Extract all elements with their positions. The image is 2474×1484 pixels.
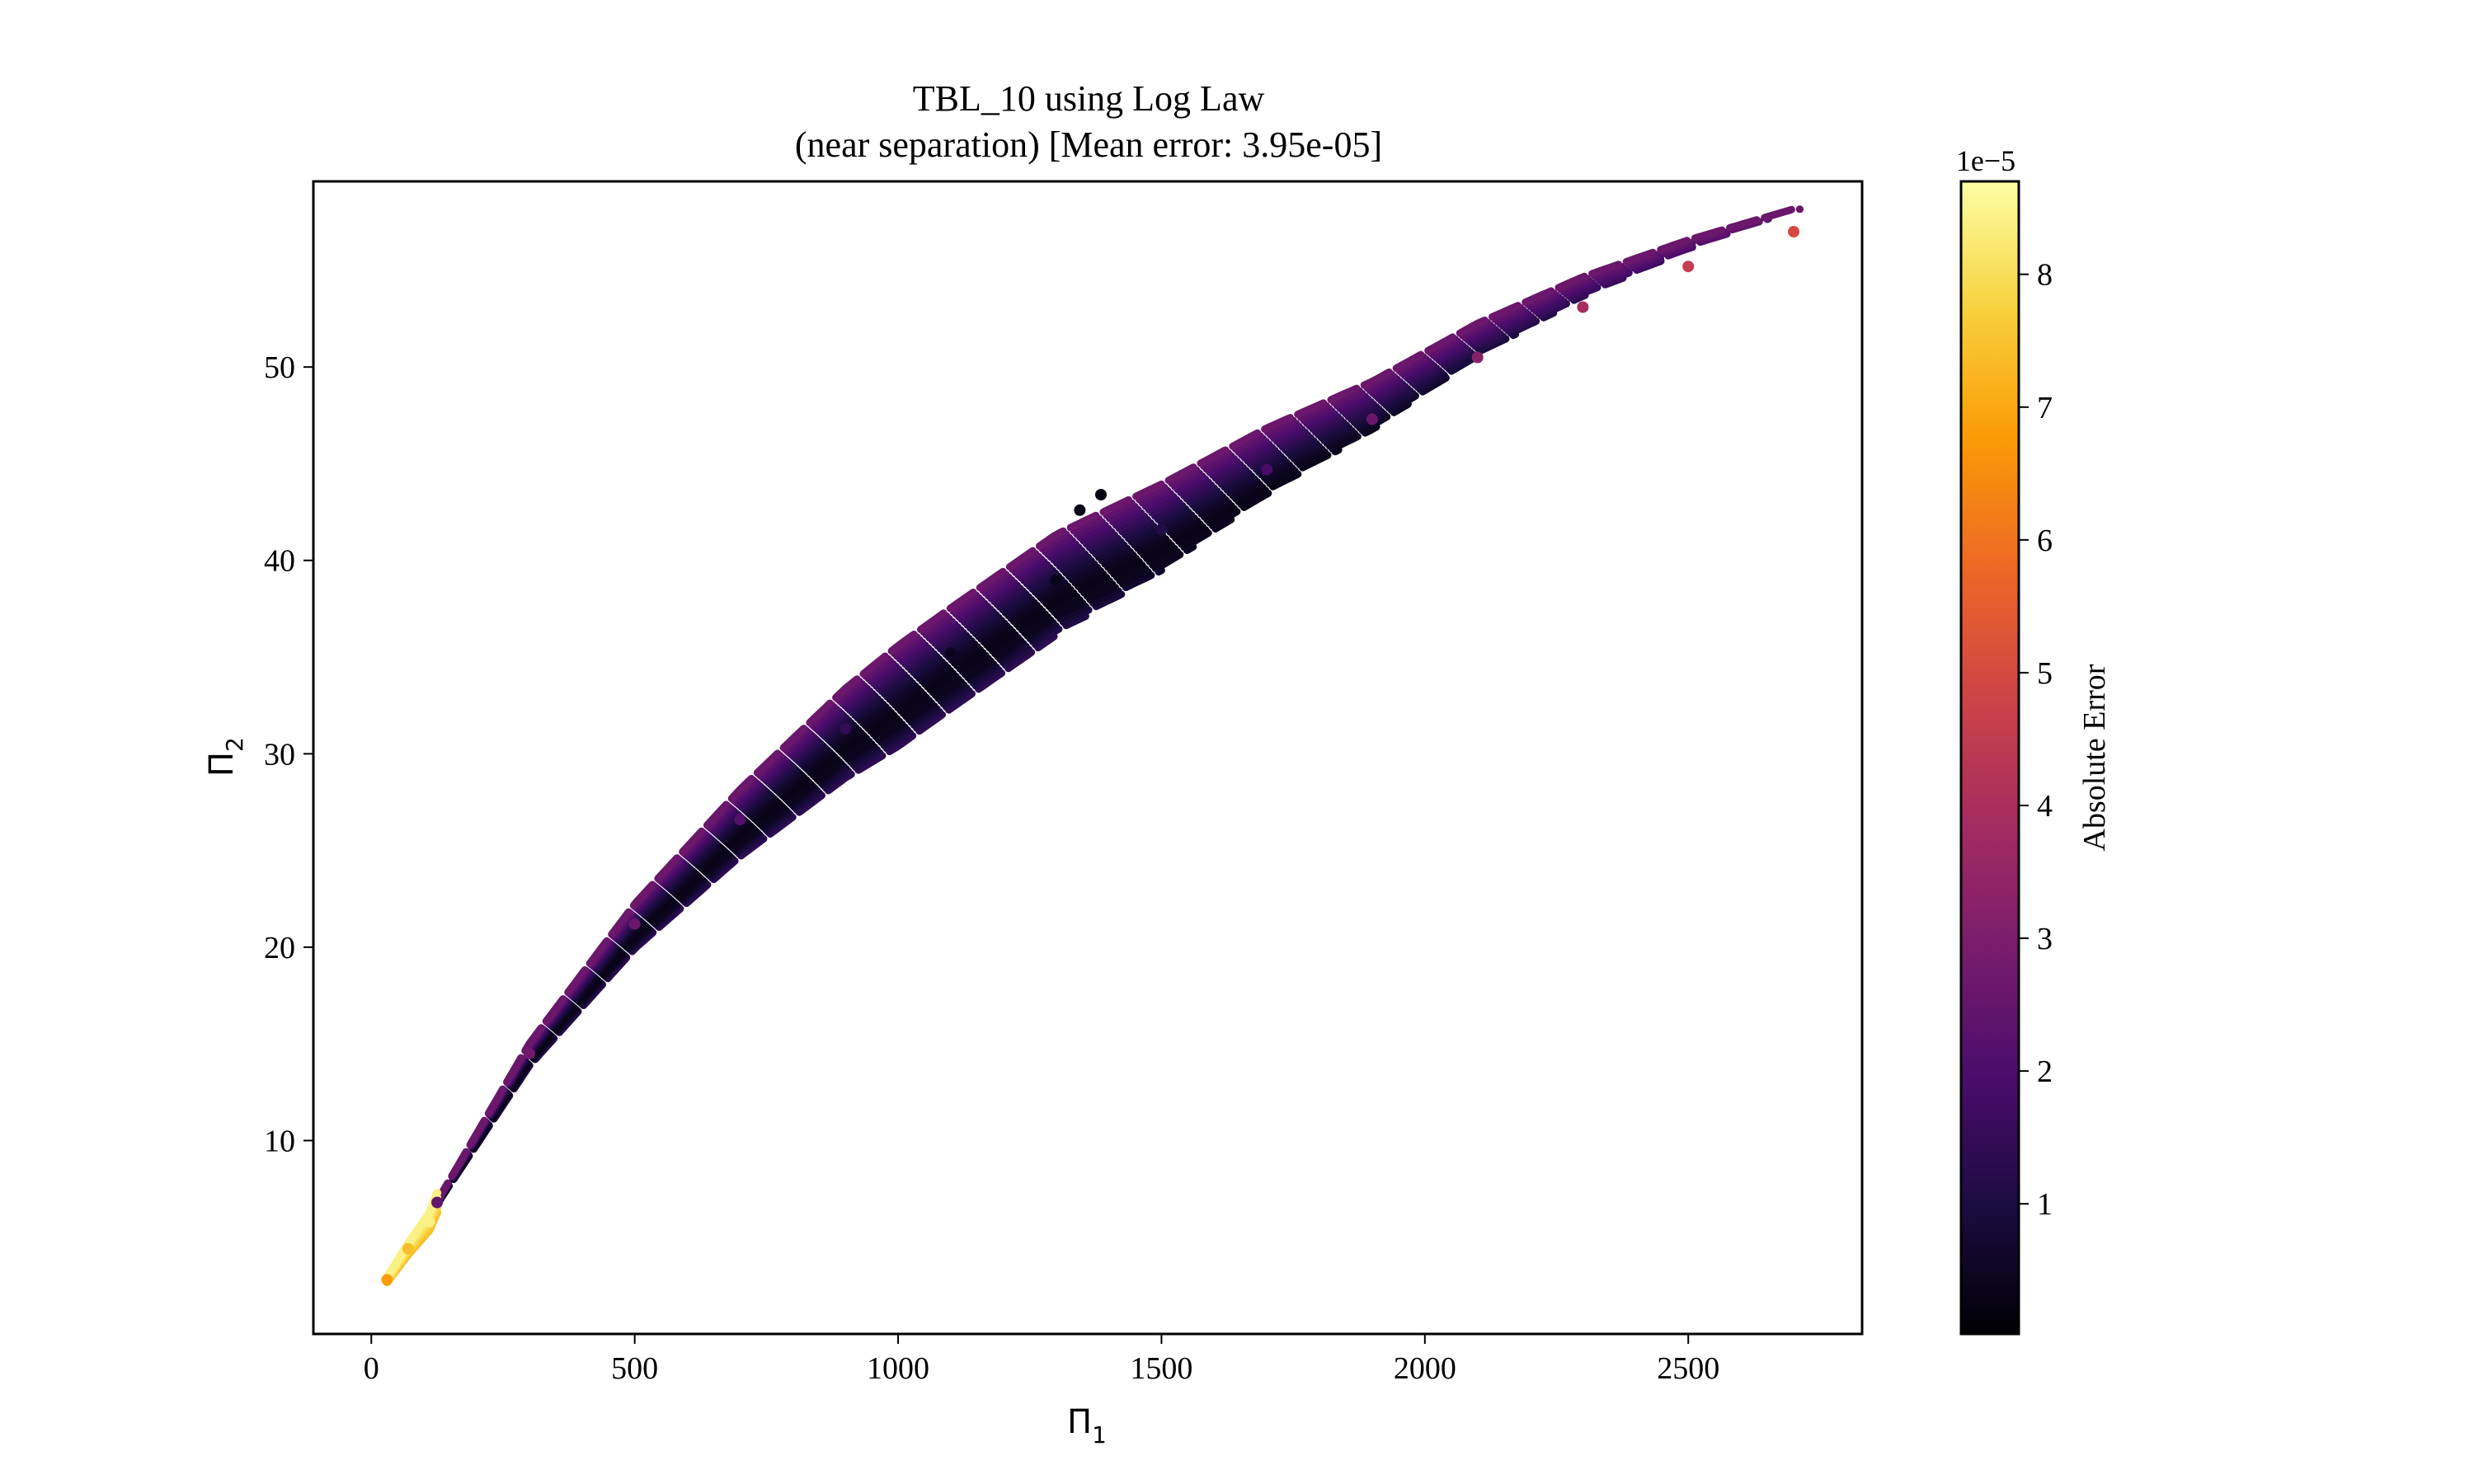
- data-band-trace: [430, 257, 1665, 1213]
- chart-title-line2: (near separation) [Mean error: 3.95e-05]: [795, 124, 1382, 165]
- colorbar-tick-label: 4: [2037, 789, 2053, 824]
- data-bands: [383, 204, 1804, 1287]
- x-axis: 0 500 1000 1500 2000 2500: [364, 1334, 1719, 1386]
- data-point: [423, 1216, 435, 1228]
- data-band-trace: [430, 423, 1380, 1214]
- plot-area: [381, 204, 1804, 1287]
- x-tick-label: 1000: [867, 1351, 929, 1386]
- data-point: [840, 722, 852, 735]
- colorbar-tick-label: 5: [2037, 656, 2053, 691]
- x-tick-label: 2500: [1657, 1351, 1719, 1386]
- colorbar-frame: [1959, 180, 2020, 1336]
- colorbar-multiplier: 1e−5: [1956, 144, 2015, 177]
- y-tick-label: 30: [264, 737, 295, 772]
- x-tick-label: 500: [611, 1351, 658, 1386]
- y-tick-label: 20: [264, 931, 295, 965]
- y-tick-label: 10: [264, 1124, 295, 1158]
- data-point: [1471, 351, 1484, 364]
- colorbar-gradient: [1961, 181, 2019, 1334]
- x-tick-label: 1500: [1130, 1351, 1192, 1386]
- colorbar: 1 2 3 4 5 6 7 8 1e−5 Absolute Error: [1956, 144, 2112, 1336]
- data-point: [1095, 489, 1107, 500]
- data-points: [381, 226, 1799, 1286]
- data-band-trace: [430, 352, 1482, 1213]
- colorbar-tick-label: 6: [2037, 524, 2053, 558]
- data-band-trace: [430, 589, 1127, 1214]
- data-band-trace: [430, 446, 1343, 1214]
- y-axis-label: Π2: [203, 737, 248, 777]
- data-band-trace: [430, 309, 1558, 1213]
- data-band-trace: [430, 489, 1273, 1214]
- data-band-trace: [430, 542, 1197, 1214]
- colorbar-tick-label: 1: [2037, 1187, 2053, 1222]
- data-point: [1366, 413, 1378, 425]
- y-axis: 10 20 30 40 50: [264, 350, 313, 1158]
- data-band-trace: [430, 204, 1804, 1212]
- data-point: [944, 647, 957, 660]
- data-point: [1682, 261, 1695, 273]
- data-point: [1050, 574, 1062, 586]
- data-point: [734, 814, 746, 826]
- data-band-trace: [430, 469, 1305, 1214]
- data-band-trace: [383, 1188, 442, 1282]
- data-band-trace: [430, 330, 1520, 1213]
- data-point: [1577, 301, 1589, 313]
- data-band-trace: [430, 274, 1627, 1213]
- data-band-trace: [430, 291, 1589, 1213]
- colorbar-tick-label: 2: [2037, 1054, 2053, 1089]
- data-band-trace: [430, 400, 1412, 1213]
- data-band-trace: [430, 632, 1058, 1214]
- x-axis-label: Π1: [1067, 1403, 1107, 1449]
- data-band-trace: [430, 373, 1450, 1213]
- data-point: [402, 1242, 414, 1255]
- x-tick-label: 0: [364, 1351, 379, 1386]
- chart-title-line1: TBL_10 using Log Law: [913, 78, 1265, 119]
- y-tick-label: 50: [264, 350, 295, 385]
- x-tick-label: 2000: [1394, 1351, 1456, 1386]
- data-point: [1261, 463, 1273, 476]
- data-point: [1788, 226, 1799, 237]
- data-band-trace: [430, 243, 1696, 1212]
- colorbar-ticks: 1 2 3 4 5 6 7 8: [2019, 258, 2053, 1222]
- data-point: [381, 1274, 393, 1286]
- data-band-trace: [430, 515, 1235, 1214]
- data-point: [523, 1047, 535, 1059]
- y-tick-label: 40: [264, 544, 295, 579]
- data-band-trace: [430, 612, 1089, 1214]
- colorbar-label: Absolute Error: [2077, 664, 2112, 851]
- data-point: [1155, 524, 1168, 536]
- data-point: [628, 918, 641, 930]
- colorbar-tick-label: 3: [2037, 922, 2053, 956]
- data-band-trace: [430, 215, 1772, 1212]
- colorbar-tick-label: 8: [2037, 258, 2053, 293]
- data-band-trace: [430, 229, 1734, 1212]
- data-point: [1074, 504, 1086, 516]
- colorbar-tick-label: 7: [2037, 391, 2053, 425]
- data-band-trace: [430, 566, 1165, 1214]
- data-point: [431, 1196, 444, 1209]
- plot-frame: [312, 180, 1864, 1336]
